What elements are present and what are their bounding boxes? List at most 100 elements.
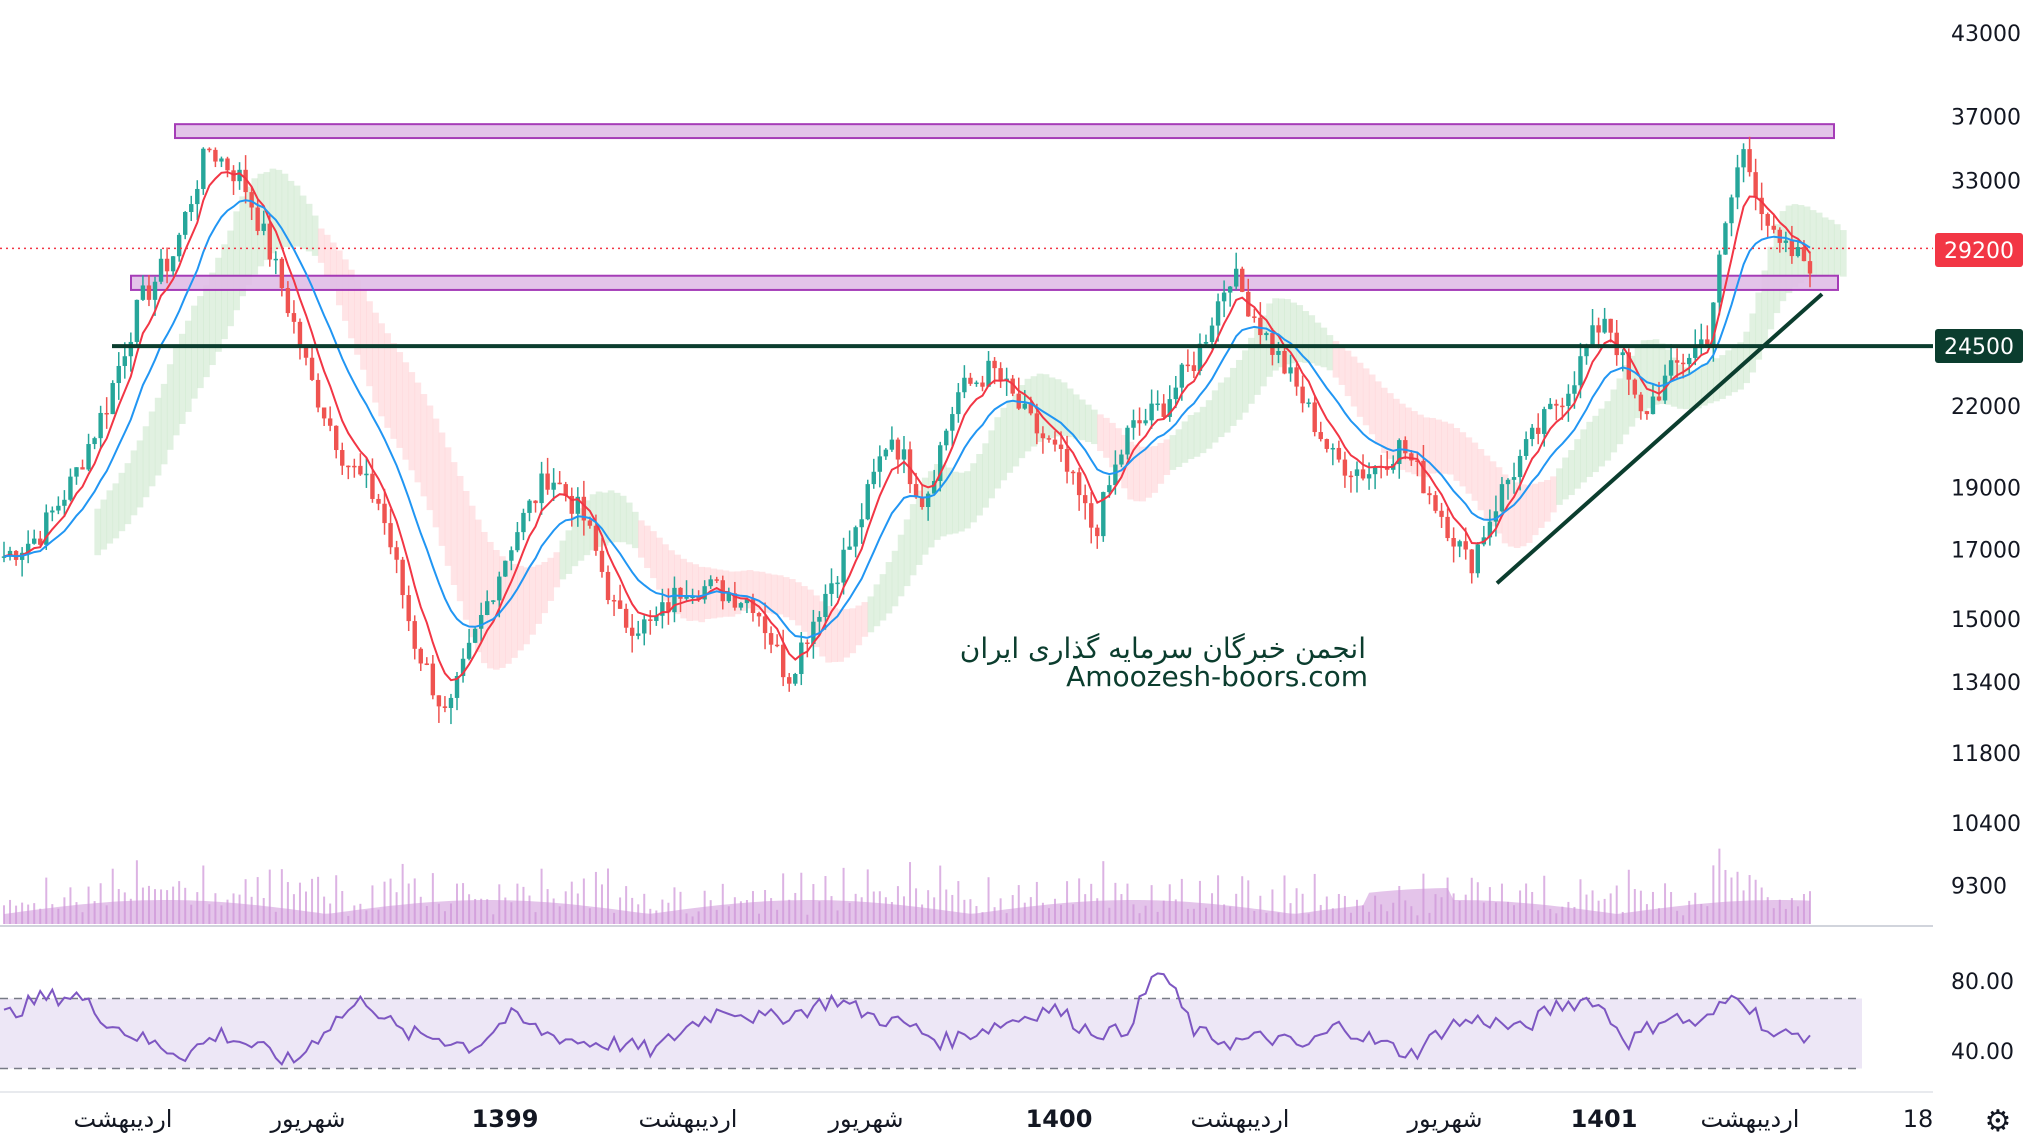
cloud-segment [764, 573, 772, 613]
candle-body [841, 549, 846, 583]
cloud-segment [1151, 446, 1159, 493]
cloud-segment [1024, 378, 1032, 452]
candle-body [50, 510, 55, 513]
resistance-bands[interactable] [130, 123, 1839, 291]
candle-body [593, 525, 599, 551]
last-price-tag [1935, 233, 2023, 267]
cloud-segment [1513, 482, 1521, 548]
cloud-segment [1411, 411, 1418, 475]
cloud-segment [390, 343, 398, 439]
candle-body [1602, 318, 1607, 333]
time-axis[interactable]: اردیبهشت شهریور 1399 اردیبهشت شهریور 1400 اردی… [74, 1105, 1934, 1133]
cloud-segment [142, 426, 150, 498]
cloud-segment [662, 544, 669, 601]
cloud-segment [1386, 393, 1394, 459]
time-label: 18 [1903, 1105, 1934, 1133]
cloud-segment [541, 561, 549, 614]
candle-body [1535, 427, 1541, 434]
cloud-segment [1344, 350, 1352, 397]
cloud-segment [172, 345, 180, 436]
cloud-segment [1199, 406, 1207, 454]
candle-body [980, 382, 985, 387]
candle-body [503, 560, 508, 577]
candle-body [581, 496, 587, 521]
candle-body [1433, 495, 1438, 511]
cloud-segment [1000, 407, 1008, 481]
cloud-segment [1604, 401, 1612, 461]
gear-icon[interactable]: ⚙ [1984, 1104, 2012, 1139]
candle-body [563, 484, 568, 496]
candle-body [1415, 460, 1420, 462]
candle-body [418, 648, 423, 664]
cloud-segment [1223, 377, 1231, 433]
cloud-segment [251, 178, 259, 275]
cloud-segment [1628, 355, 1636, 427]
cloud-segment [1036, 373, 1044, 442]
candle-body [599, 550, 605, 572]
candle-body [1529, 427, 1535, 440]
candle-body [1107, 485, 1112, 493]
cloud-segment [1417, 414, 1424, 477]
candle-body [962, 377, 967, 393]
time-label: 1399 [472, 1105, 539, 1133]
candle-body [1095, 527, 1100, 537]
candle-body [1590, 325, 1595, 348]
cloud-segment [1332, 341, 1340, 378]
candle-body [1215, 301, 1221, 326]
candle-body [98, 412, 103, 439]
cloud-segment [293, 185, 301, 247]
cloud-segment [1562, 457, 1569, 500]
candle-body [1161, 403, 1166, 417]
cloud-segment [1350, 356, 1358, 407]
cloud-segment [958, 472, 965, 532]
candle-body [1439, 510, 1444, 517]
candle-body [1034, 413, 1040, 434]
cloud-segment [456, 475, 464, 602]
cloud-segment [269, 168, 277, 254]
candle-body [478, 615, 484, 629]
price-axis[interactable]: 43000 37000 33000 22000 19000 17000 15000 13400… [1951, 22, 2021, 899]
candle-body [1131, 420, 1136, 428]
cloud-segment [257, 173, 265, 267]
cloud-segment [982, 443, 989, 508]
candle-body [1324, 439, 1329, 449]
cloud-segment [1157, 442, 1165, 484]
cloud-segment [921, 477, 929, 555]
cloud-segment [1097, 414, 1104, 452]
cloud-segment [1272, 298, 1279, 371]
candle-body [340, 450, 345, 466]
candle-body [1753, 172, 1758, 198]
cloud-segment [1731, 345, 1738, 393]
rsi-axis[interactable]: 80.00 40.00 [1951, 970, 2014, 1065]
cloud-segment [740, 570, 748, 611]
candle-body [1608, 318, 1613, 333]
cloud-segment [1290, 302, 1297, 364]
candle-body [1089, 503, 1094, 528]
candle-body [1342, 459, 1348, 476]
cloud-segment [124, 463, 132, 525]
cloud-segment [493, 550, 500, 670]
candle-body [1366, 474, 1372, 479]
cloud-segment [595, 491, 603, 547]
moving-averages [3, 171, 1811, 682]
cloud-segment [813, 595, 820, 648]
candle-body [1125, 427, 1130, 455]
candle-body [1348, 475, 1354, 478]
cloud-segment [1048, 377, 1056, 438]
cloud-segment [1646, 339, 1654, 409]
cloud-segment [988, 430, 995, 499]
candle-body [1082, 495, 1088, 504]
cloud-segment [1447, 423, 1455, 475]
candle-body [1403, 440, 1408, 454]
candle-body [871, 471, 876, 485]
candle-body [817, 617, 822, 622]
price-tick: 19000 [1951, 477, 2021, 502]
candle-body [780, 644, 786, 678]
trend-lines[interactable] [0, 247, 1933, 585]
candle-body [1282, 351, 1287, 374]
cloud-segment [801, 586, 808, 632]
candle-body [1409, 453, 1414, 461]
cloud-segment [746, 570, 754, 609]
candle-body [346, 465, 351, 468]
